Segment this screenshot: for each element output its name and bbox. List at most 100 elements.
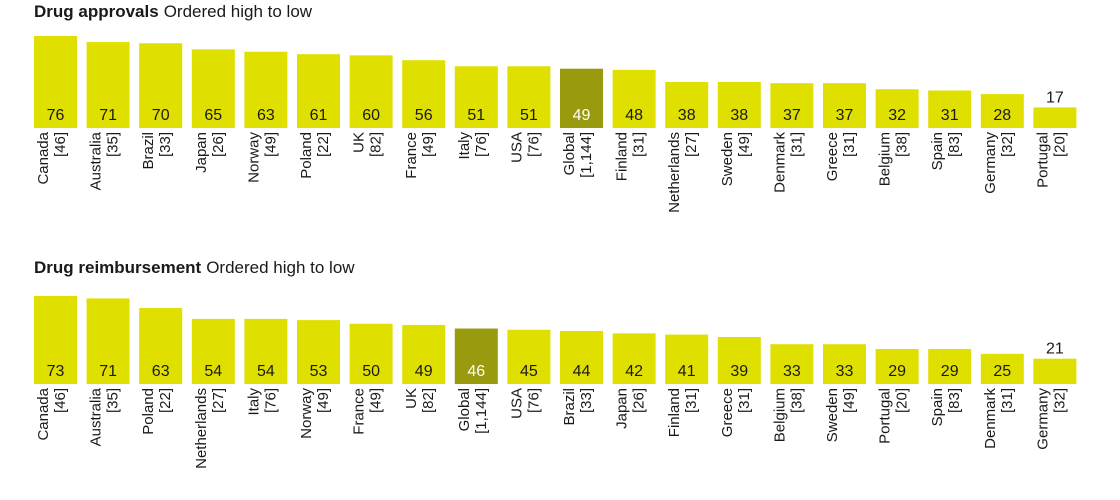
reimbursement-title-text: Drug reimbursement [34, 258, 202, 277]
category-label: Australia[35] [88, 387, 122, 446]
bar [454, 66, 498, 128]
category-label: Spain[83] [929, 132, 963, 170]
bar-value-label: 63 [152, 363, 170, 380]
approvals-panel: Drug approvals Ordered high to low 76 Cana… [0, 0, 1120, 248]
approvals-title-text: Drug approvals [34, 2, 159, 21]
bar-value-label: 37 [783, 107, 801, 124]
bar [507, 66, 551, 128]
category-label: Norway[49] [245, 132, 279, 183]
category-label: Germany[32] [982, 132, 1016, 194]
category-label: Italy[76] [245, 388, 279, 416]
bar [1033, 107, 1077, 128]
bar [823, 344, 866, 384]
bar-value-label: 63 [257, 107, 275, 124]
bar-value-label: 49 [415, 363, 433, 380]
bar [349, 323, 393, 384]
bar-value-label: 29 [888, 363, 906, 380]
bar [560, 68, 603, 128]
category-label: USA[76] [508, 132, 542, 163]
bar [665, 82, 709, 128]
category-label: Global[1,144] [456, 388, 490, 434]
bar [928, 90, 972, 128]
category-label: Portugal[20] [877, 388, 911, 444]
category-label: Canada[46] [35, 387, 69, 440]
bar [191, 49, 235, 128]
bar [86, 298, 130, 384]
bar-value-label: 51 [520, 107, 538, 124]
category-label: USA[76] [508, 388, 542, 419]
category-label: Netherlands[27] [193, 388, 227, 469]
bar-value-label: 17 [1046, 89, 1064, 106]
bar-value-label: 29 [941, 363, 959, 380]
category-label: UK[82] [403, 388, 437, 413]
bar [507, 329, 551, 384]
bar [34, 36, 77, 128]
bar-value-label: 54 [204, 363, 222, 380]
category-label: Canada[46] [35, 131, 69, 184]
bar [297, 320, 340, 384]
bar-value-label: 71 [99, 363, 117, 380]
bar-value-label: 50 [362, 363, 380, 380]
bar-value-label: 51 [467, 107, 485, 124]
bar [560, 330, 603, 384]
bar-value-label: 48 [625, 107, 643, 124]
category-label: Denmark[31] [771, 132, 805, 193]
bar-value-label: 46 [467, 363, 485, 380]
bar-value-label: 76 [47, 107, 65, 124]
category-label: Greece[31] [719, 388, 753, 437]
category-label: Portugal[20] [1034, 132, 1068, 188]
bar [928, 349, 972, 384]
bar [297, 54, 340, 128]
bar [244, 51, 288, 128]
category-label: Italy[76] [456, 132, 490, 160]
category-label: Global[1,144] [561, 132, 595, 178]
bar-value-label: 33 [836, 363, 854, 380]
reimbursement-subtitle: Ordered high to low [206, 258, 355, 277]
bar [665, 334, 709, 384]
bar-value-label: 32 [888, 107, 906, 124]
category-label: Japan[26] [193, 132, 227, 173]
bar [717, 82, 761, 128]
bar-value-label: 38 [730, 107, 748, 124]
reimbursement-chart: 73 Canada[46] 71 Australia[35] 63 Poland[22] 5… [34, 296, 1077, 469]
category-label: Denmark[31] [982, 388, 1016, 449]
bar [717, 336, 761, 384]
bar-value-label: 73 [47, 363, 65, 380]
category-label: Australia[35] [88, 131, 122, 190]
bar-value-label: 65 [204, 107, 222, 124]
bar-value-label: 45 [520, 363, 538, 380]
bar [875, 349, 919, 384]
bar-value-label: 33 [783, 363, 801, 380]
bar [454, 328, 498, 384]
bar-value-label: 41 [678, 363, 696, 380]
category-label: UK[82] [351, 132, 385, 157]
category-label: Belgium[38] [877, 132, 911, 186]
category-label: Sweden[49] [824, 388, 858, 442]
bar-value-label: 71 [99, 107, 117, 124]
bar [612, 333, 656, 384]
category-label: Norway[49] [298, 388, 332, 439]
bar-value-label: 28 [993, 107, 1011, 124]
bar-value-label: 70 [152, 107, 170, 124]
category-label: Japan[26] [614, 388, 648, 429]
bar [823, 83, 866, 128]
bar-value-label: 31 [941, 107, 959, 124]
bar-value-label: 60 [362, 107, 380, 124]
bar [980, 353, 1024, 384]
bar [875, 89, 919, 128]
category-label: Brazil[33] [561, 388, 595, 426]
bar [349, 55, 393, 128]
category-label: Poland[22] [298, 132, 332, 179]
bar-value-label: 54 [257, 363, 275, 380]
bar [1033, 358, 1077, 384]
bar-value-label: 56 [415, 107, 433, 124]
category-label: Spain[83] [929, 388, 963, 426]
bar-value-label: 38 [678, 107, 696, 124]
bar-value-label: 42 [625, 363, 643, 380]
bar-value-label: 25 [993, 363, 1011, 380]
bar [770, 344, 814, 384]
bar [980, 94, 1024, 128]
bar-value-label: 44 [573, 363, 591, 380]
bar [139, 43, 183, 129]
category-label: Finland[31] [614, 132, 648, 181]
